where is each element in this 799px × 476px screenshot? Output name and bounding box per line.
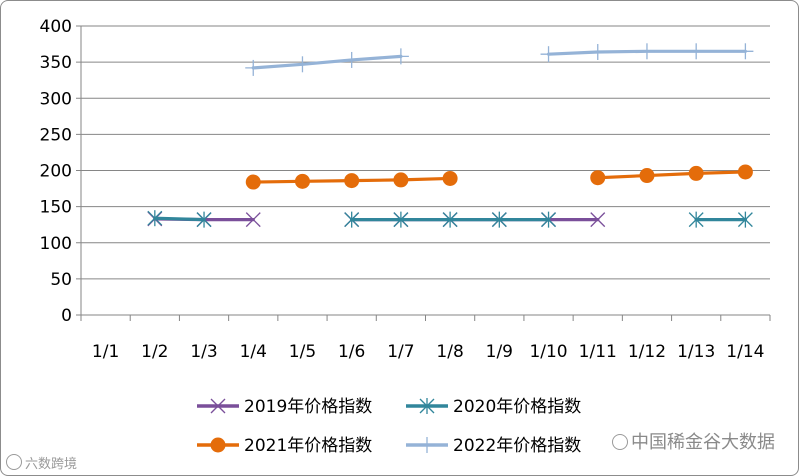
data-point [688, 165, 704, 181]
y-tick-label: 150 [40, 198, 72, 218]
data-point [737, 43, 754, 60]
legend-marker [419, 398, 435, 414]
x-tick-label: 1/6 [338, 342, 365, 362]
x-tick-label: 1/11 [579, 342, 617, 362]
legend-marker [210, 398, 226, 414]
gridlines [81, 25, 770, 280]
x-tick-label: 1/13 [677, 342, 715, 362]
data-point [294, 173, 310, 189]
data-point [590, 212, 606, 228]
axes: 0 50 100 150 200 250 300 350 400 1/1 1/2 1/3 1/4 1/5 1… [40, 17, 771, 362]
data-point [442, 211, 458, 228]
data-point [442, 170, 458, 186]
x-tick-label: 1/8 [436, 342, 463, 362]
x-tick-label: 1/9 [486, 342, 513, 362]
x-tick-label: 1/1 [92, 342, 119, 362]
legend-item-1: 2020年价格指数 [406, 397, 581, 417]
data-point [147, 210, 163, 227]
x-tick-label: 1/12 [628, 342, 666, 362]
x-tick-label: 1/7 [387, 342, 414, 362]
series-group [147, 43, 754, 228]
y-tick-label: 50 [50, 270, 72, 290]
legend-marker [419, 437, 435, 453]
data-point [688, 43, 705, 60]
data-point [688, 211, 704, 228]
legend-label: 2019年价格指数 [244, 397, 372, 417]
watermark-right-text: 中国稀金谷大数据 [631, 432, 775, 453]
data-point [196, 211, 212, 228]
data-point [541, 211, 556, 228]
data-point [737, 164, 753, 180]
y-tick-label: 300 [40, 89, 72, 109]
legend-item-2: 2021年价格指数 [197, 436, 372, 456]
legend-label: 2022年价格指数 [453, 436, 581, 456]
legend-label: 2020年价格指数 [453, 397, 581, 417]
x-tick-label: 1/10 [529, 342, 567, 362]
data-point [540, 46, 557, 63]
y-tick-label: 100 [40, 234, 72, 254]
x-tick-label: 1/5 [289, 342, 316, 362]
y-tick-label: 400 [40, 17, 72, 37]
y-tick-label: 200 [40, 162, 72, 182]
data-point [344, 211, 360, 228]
legend-item-0: 2019年价格指数 [197, 397, 372, 417]
data-point [393, 211, 409, 228]
data-point [590, 170, 606, 186]
watermark-right: 中国稀金谷大数据 [612, 428, 775, 454]
data-point [393, 172, 409, 188]
series-3 [245, 43, 754, 76]
data-point [491, 211, 507, 228]
legend-item-3: 2022年价格指数 [406, 436, 581, 456]
legend-marker [210, 437, 226, 453]
x-tick-label: 1/14 [726, 342, 764, 362]
y-tick-label: 0 [61, 306, 72, 326]
data-point [639, 168, 655, 184]
y-tick-label: 350 [40, 53, 72, 73]
x-tick-label: 1/4 [240, 342, 267, 362]
x-tick-label: 1/3 [190, 342, 217, 362]
data-point [589, 44, 606, 61]
series-line-segment [251, 54, 403, 70]
data-point [245, 212, 261, 228]
series-line-segment [596, 170, 747, 180]
series-line-segment [153, 216, 206, 222]
data-point [737, 211, 753, 228]
wechat-icon [612, 434, 628, 450]
watermark-left-text: 六数跨境 [25, 457, 78, 472]
series-2 [245, 164, 753, 190]
data-point [294, 56, 311, 73]
wechat-icon [6, 454, 22, 470]
data-point [392, 48, 409, 65]
legend: 2019年价格指数 2020年价格指数 2021年价格指数 2022年价格指数 [197, 397, 581, 456]
x-tick-label: 1/2 [141, 342, 168, 362]
watermark-left: 六数跨境 [6, 453, 77, 472]
series-1 [147, 210, 753, 228]
legend-label: 2021年价格指数 [244, 436, 372, 456]
data-point [245, 59, 262, 76]
data-point [245, 174, 261, 190]
data-point [638, 43, 655, 60]
data-point [344, 173, 360, 189]
data-point [343, 51, 360, 68]
y-tick-label: 250 [40, 125, 72, 145]
